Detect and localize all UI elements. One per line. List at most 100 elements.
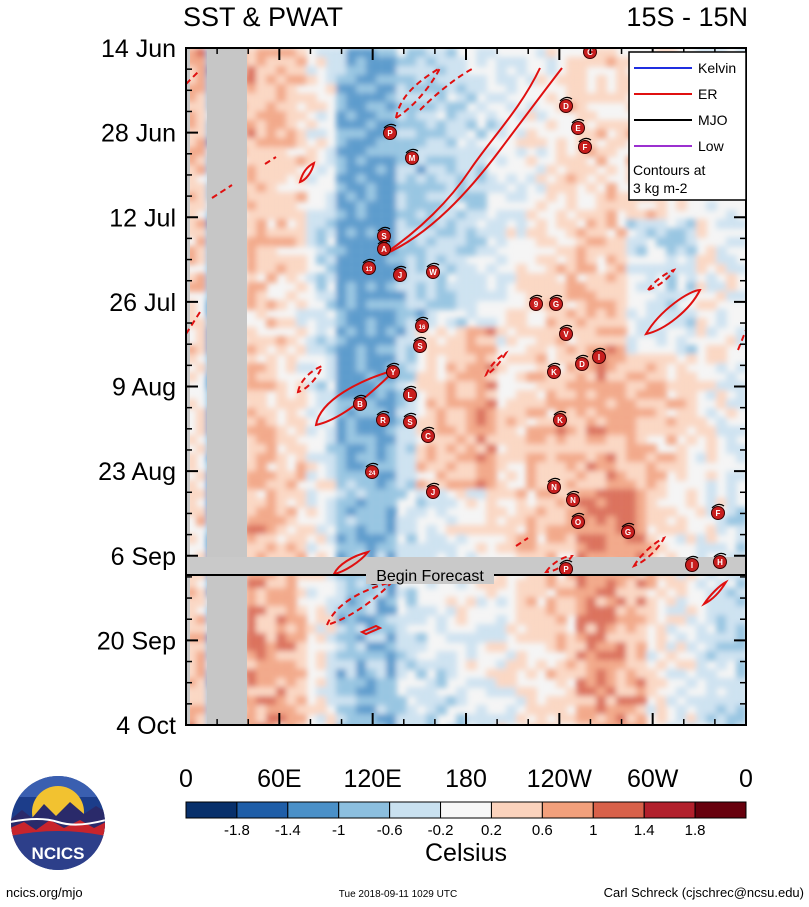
storm-marker: R [376, 410, 390, 427]
field-cell [356, 498, 367, 508]
field-cell [256, 381, 267, 391]
field-cell [306, 471, 317, 481]
field-cell [286, 363, 297, 373]
storm-marker: V [559, 324, 573, 341]
field-cell [296, 363, 307, 373]
field-cell [516, 606, 527, 616]
field-cell [356, 507, 367, 517]
field-cell [466, 75, 477, 85]
field-cell [326, 669, 337, 679]
field-cell [676, 417, 687, 427]
field-cell [716, 426, 727, 436]
field-cell [316, 705, 327, 715]
field-cell [256, 399, 267, 409]
field-cell [586, 228, 597, 238]
field-cell [666, 237, 677, 247]
field-cell [606, 210, 617, 220]
er-contour [359, 624, 383, 636]
field-cell [716, 651, 727, 661]
field-cell [446, 399, 457, 409]
field-cell [706, 435, 717, 445]
field-cell [476, 282, 487, 292]
field-cell [516, 309, 527, 319]
field-cell [546, 633, 557, 643]
field-cell [296, 48, 307, 58]
colorbar: -1.8 -1.4 -1 -0.6 -0.2 0.2 0.6 1 1.4 1.8 [185, 801, 747, 839]
field-cell [646, 534, 657, 544]
field-cell [526, 597, 537, 607]
field-cell [426, 165, 437, 175]
field-cell [276, 714, 287, 724]
field-cell [196, 237, 207, 247]
field-cell [386, 219, 397, 229]
field-cell [436, 435, 447, 445]
field-cell [676, 318, 687, 328]
field-cell [486, 219, 497, 229]
field-cell [436, 57, 447, 67]
field-cell [266, 183, 277, 193]
field-cell [406, 309, 417, 319]
field-cell [256, 291, 267, 301]
field-cell [656, 489, 667, 499]
field-cell [596, 624, 607, 634]
field-cell [636, 372, 647, 382]
field-cell [606, 48, 617, 58]
field-cell [416, 507, 427, 517]
field-cell [596, 57, 607, 67]
storm-swirl [405, 148, 419, 154]
field-cell [476, 543, 487, 553]
field-cell [726, 678, 737, 688]
field-cell [246, 255, 257, 265]
field-cell [246, 66, 257, 76]
field-cell [266, 507, 277, 517]
field-cell [366, 201, 377, 211]
field-cell [476, 408, 487, 418]
field-cell [276, 120, 287, 130]
field-cell [346, 399, 357, 409]
field-cell [406, 264, 417, 274]
field-cell [626, 687, 637, 697]
field-cell [556, 138, 567, 148]
field-cell [256, 525, 267, 535]
field-cell [356, 273, 367, 283]
field-cell [446, 543, 457, 553]
field-cell [686, 228, 697, 238]
field-cell [196, 345, 207, 355]
field-cell [606, 687, 617, 697]
field-cell [446, 408, 457, 418]
field-cell [656, 525, 667, 535]
field-cell [356, 480, 367, 490]
field-cell [736, 543, 746, 553]
footer-timestamp: Tue 2018-09-11 1029 UTC [339, 889, 457, 900]
field-cell [466, 381, 477, 391]
colorbar-swatch [490, 801, 543, 819]
field-cell [606, 399, 617, 409]
field-cell [386, 102, 397, 112]
field-cell [446, 282, 457, 292]
field-cell [546, 543, 557, 553]
field-cell [326, 363, 337, 373]
field-cell [326, 255, 337, 265]
field-cell [636, 579, 647, 589]
field-cell [286, 255, 297, 265]
field-cell [426, 678, 437, 688]
field-cell [346, 633, 357, 643]
field-cell [716, 660, 727, 670]
field-cell [716, 498, 727, 508]
field-cell [196, 669, 207, 679]
field-cell [276, 606, 287, 616]
field-cell [496, 282, 507, 292]
field-cell [266, 597, 277, 607]
field-cell [186, 633, 197, 643]
field-cell [606, 345, 617, 355]
field-cell [386, 300, 397, 310]
field-cell [306, 624, 317, 634]
field-cell [286, 579, 297, 589]
field-cell [266, 417, 277, 427]
field-cell [266, 480, 277, 490]
field-cell [336, 426, 347, 436]
colorbar-swatch [236, 801, 289, 819]
storm-swirl [547, 362, 561, 368]
storm-label: R [380, 416, 386, 425]
field-cell [566, 696, 577, 706]
